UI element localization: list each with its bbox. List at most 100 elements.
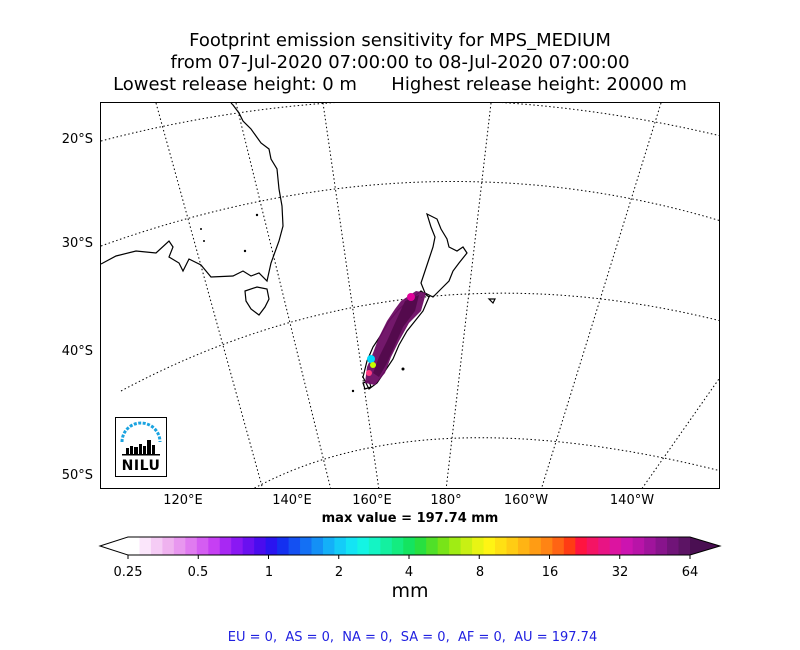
title-line-2: from 07-Jul-2020 07:00:00 to 08-Jul-2020… [170,52,630,73]
colorbar-segment [128,537,140,555]
footprint-magenta-spot [407,293,415,301]
colorbar-segment [426,537,439,555]
colorbar-segment [517,537,530,555]
title-line-3: Lowest release height: 0 m Highest relea… [113,74,687,95]
colorbar-segment [540,537,553,555]
lat-label-40s: 40°S [61,344,93,359]
colorbar-segment [208,537,221,555]
logo-emblem [120,421,162,456]
island-dot [255,213,259,217]
colorbar-segment [678,537,691,555]
colorbar-segment [506,537,519,555]
lon-label-140e: 140°E [272,493,312,508]
colorbar-segment [598,537,611,555]
colorbar-segment [609,537,622,555]
colorbar-tick-label: 2 [334,565,344,580]
lat-label-50s: 50°S [61,468,93,483]
colorbar-segment [173,537,186,555]
colorbar-segment [242,537,255,555]
colorbar-segment [529,537,542,555]
colorbar-segment [311,537,324,555]
colorbar-segment [437,537,450,555]
colorbar-segment [575,537,588,555]
small-islands [200,213,405,393]
graticule-lon-140e [235,103,332,488]
colorbar-segment [563,537,576,555]
colorbar-segment [380,537,393,555]
coastline-chatham-islands [487,298,496,305]
lat-label-30s: 30°S [61,236,93,251]
colorbar-segment [345,537,358,555]
colorbar-segment [632,537,645,555]
colorbar-segment [621,537,634,555]
logo-text: NILU [121,458,161,474]
colorbar-segment [334,537,347,555]
footprint-yellow-spot [370,362,376,368]
graticule-lon-160e [322,103,380,488]
graticule-lat-30s [101,181,719,247]
graticule-lon-180 [445,103,492,488]
colorbar-segment [483,537,496,555]
lon-label-180: 180° [430,493,462,508]
nilu-logo: NILU [115,417,167,477]
graticule-lat-50s [253,437,719,488]
colorbar-segment [460,537,473,555]
lon-label-160w: 160°W [503,493,549,508]
island-dot [203,240,205,242]
colorbar-segment [288,537,301,555]
island-dot [351,389,355,393]
colorbar-segment [300,537,313,555]
footprint-cyan-spot [367,355,375,363]
map-canvas [101,103,719,488]
coastline-nz-north-island [420,212,468,298]
colorbar-segment [322,537,335,555]
footprint-region [365,291,426,385]
colorbar-segment [644,537,657,555]
colorbar-tick-label: 8 [475,565,485,580]
colorbar-tick-label: 4 [404,565,414,580]
colorbar-segment [231,537,244,555]
colorbar-segment [150,537,163,555]
colorbar-tick-label: 1 [264,565,274,580]
graticule-lat-20s [101,103,719,142]
island-dot [243,249,247,253]
coastline-australia [101,103,284,283]
graticule-lon-120e [155,103,263,488]
graticule-lat-40s [120,292,719,392]
colorbar-segment [495,537,507,555]
colorbar-tick-label: 0.5 [187,565,209,580]
colorbar-segment [357,537,370,555]
title-line-1: Footprint emission sensitivity for MPS_M… [189,30,611,51]
colorbar-segment [449,537,462,555]
colorbar-segment [196,537,209,555]
colorbar-tick-label: 16 [541,565,559,580]
island-dot [200,228,202,230]
lon-label-140w: 140°W [609,493,655,508]
colorbar-segment [368,537,381,555]
colorbar-tick-label: 64 [681,565,699,580]
colorbar-extend-min [100,537,128,555]
graticule-lon-140w [641,377,719,488]
region-summary: EU = 0, AS = 0, NA = 0, SA = 0, AF = 0, … [227,630,598,645]
lat-label-20s: 20°S [61,132,93,147]
colorbar-tick-label: 0.25 [113,565,143,580]
colorbar-units: mm [391,580,429,602]
colorbar-segment [162,537,175,555]
colorbar-extend-max [690,537,720,555]
colorbar [98,536,722,559]
colorbar-tick-label: 32 [611,565,629,580]
lon-label-120e: 120°E [163,493,203,508]
colorbar-segment [139,537,152,555]
colorbar-segment [265,537,278,555]
footprint-pink-spot [366,370,372,376]
lon-label-160e: 160°E [352,493,392,508]
max-value-label: max value = 197.74 mm [321,511,499,526]
map-frame [100,102,720,489]
colorbar-segment [277,537,290,555]
colorbar-segment [185,537,198,555]
colorbar-segment [403,537,416,555]
colorbar-segment [391,537,404,555]
footprint-core [373,295,419,377]
coastline-tasmania [244,286,270,316]
graticule [101,103,719,488]
